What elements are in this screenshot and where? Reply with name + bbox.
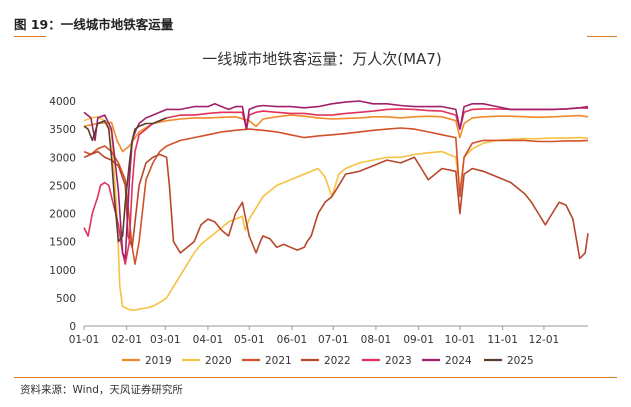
legend-item-2023: 2023 — [362, 355, 412, 367]
legend-label: 2022 — [324, 355, 351, 367]
y-tick-label: 3500 — [49, 124, 76, 136]
y-tick-label: 2500 — [49, 180, 76, 192]
x-tick-label: 07-01 — [318, 334, 349, 346]
x-tick-label: 12-01 — [529, 334, 560, 346]
series-layer — [83, 100, 589, 312]
y-tick-label: 500 — [56, 293, 76, 305]
y-tick-label: 1000 — [49, 265, 76, 277]
header-accent-line-left — [14, 36, 46, 37]
series-line-2022 — [83, 150, 589, 260]
series-line-2025 — [83, 117, 167, 243]
header-accent-line-right — [587, 36, 617, 37]
chart-title: 一线城市地铁客运量：万人次(MA7) — [202, 50, 441, 68]
legend-item-2025: 2025 — [484, 355, 534, 367]
legend-item-2020: 2020 — [182, 355, 232, 367]
legend-label: 2019 — [145, 355, 172, 367]
x-tick-label: 04-01 — [193, 334, 224, 346]
legend-item-2021: 2021 — [242, 355, 292, 367]
legend-label: 2024 — [445, 355, 472, 367]
figure-caption: 图 19：一线城市地铁客运量 — [14, 17, 174, 32]
series-line-2021 — [83, 127, 589, 265]
y-tick-label: 4000 — [49, 96, 76, 108]
legend-label: 2025 — [507, 355, 534, 367]
x-tick-label: 02-01 — [111, 334, 142, 346]
series-line-2024 — [83, 100, 589, 260]
series-line-2020 — [83, 116, 589, 312]
y-tick-label: 1500 — [49, 237, 76, 249]
y-tick-label: 2000 — [49, 209, 76, 221]
legend-item-2019: 2019 — [122, 355, 172, 367]
x-tick-label: 09-01 — [403, 334, 434, 346]
legend-label: 2021 — [265, 355, 292, 367]
x-tick-label: 08-01 — [361, 334, 392, 346]
y-tick-label: 3000 — [49, 152, 76, 164]
x-tick-label: 11-01 — [487, 334, 518, 346]
x-tick-label: 05-01 — [234, 334, 265, 346]
y-tick-label: 0 — [69, 321, 76, 333]
source-note: 资料来源：Wind，天风证券研究所 — [20, 384, 183, 396]
legend-label: 2023 — [385, 355, 412, 367]
legend-item-2024: 2024 — [422, 355, 472, 367]
x-tick-label: 10-01 — [445, 334, 476, 346]
chart-legend: 2019 2020 2021 2022 2023 2024 2025 — [122, 355, 534, 367]
x-tick-label: 06-01 — [277, 334, 308, 346]
legend-item-2022: 2022 — [301, 355, 351, 367]
chart-axes: 0 500 1000 1500 2000 2500 3000 3500 4000 01-01 02-… — [49, 96, 588, 346]
footer-accent-line — [14, 377, 617, 378]
x-tick-label: 03-01 — [150, 334, 181, 346]
x-tick-label: 01-01 — [69, 334, 100, 346]
figure-header: 图 19：一线城市地铁客运量 — [14, 14, 617, 37]
line-chart: 一线城市地铁客运量：万人次(MA7) 0 500 1000 1500 2000 2500 3… — [49, 50, 589, 367]
legend-label: 2020 — [205, 355, 232, 367]
